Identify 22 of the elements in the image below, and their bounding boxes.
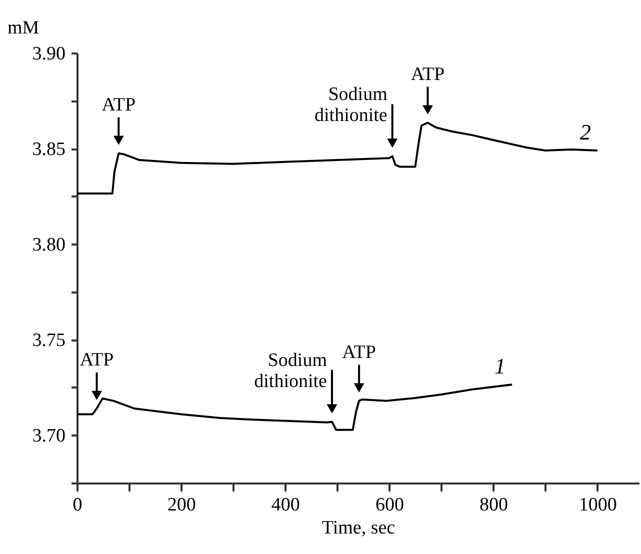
y-tick-label: 3.80 [32,234,66,256]
y-tick-label: 3.85 [32,139,66,160]
annotation: ATP [342,342,376,363]
series-label: 2 [580,119,591,144]
x-tick-label: 800 [480,494,508,516]
x-tick-label: 200 [167,494,196,516]
y-axis-title: mM [8,18,40,38]
x-tick-label: 600 [375,494,404,516]
annotation: ATP [80,349,114,370]
line-series [76,122,598,194]
series-label: 1 [494,354,506,379]
x-tick-label: 1000 [578,494,617,516]
x-tick-label: 0 [72,494,82,516]
y-tick-label: 3.75 [32,330,66,352]
annotation: ATP [410,64,445,85]
annotation: Sodium dithionite [314,84,388,126]
y-tick-label: 3.70 [32,426,66,447]
x-tick-label: 400 [271,494,300,516]
y-tick-label: 3.90 [32,44,66,64]
annotation: Sodium dithionite [254,350,328,392]
x-axis-title: Time, sec [322,518,396,538]
annotation: ATP [102,94,136,116]
